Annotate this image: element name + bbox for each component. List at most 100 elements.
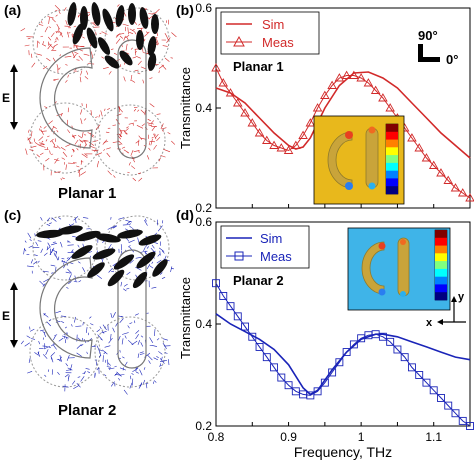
- field-vector: [61, 258, 65, 260]
- xtick-label-d-2: 1: [358, 430, 365, 444]
- point-d-29: [422, 378, 431, 387]
- field-vector: [89, 316, 92, 319]
- dipole-ellipse: [113, 254, 135, 270]
- dipole-ellipse: [136, 30, 144, 50]
- field-vector: [71, 324, 73, 327]
- field-vector: [113, 225, 117, 229]
- field-vector: [94, 149, 96, 152]
- field-vector: [110, 48, 114, 50]
- field-vector: [159, 250, 161, 256]
- field-vector: [163, 149, 171, 153]
- colorbar-segment: [386, 170, 398, 179]
- field-vector: [170, 267, 174, 270]
- field-vector: [85, 368, 90, 370]
- field-vector: [78, 280, 82, 283]
- colorbar-segment: [435, 276, 447, 285]
- field-vector: [151, 286, 157, 289]
- field-vector: [42, 331, 46, 334]
- ytick-label-d-1: 0.4: [195, 317, 212, 331]
- field-vector: [73, 53, 77, 59]
- field-vector: [67, 367, 73, 371]
- field-vector: [54, 4, 61, 11]
- field-vector: [100, 350, 103, 352]
- point-b-16: [327, 80, 337, 89]
- point-b-0: [211, 63, 221, 72]
- point-d-7: [262, 353, 271, 362]
- field-vector: [61, 320, 65, 324]
- field-vector: [96, 345, 100, 351]
- field-vector: [36, 53, 42, 56]
- field-vector: [62, 335, 69, 339]
- field-vector: [48, 26, 52, 28]
- field-vector: [132, 177, 137, 182]
- field-vector: [74, 139, 79, 145]
- series-d: [212, 279, 474, 430]
- field-vector: [109, 367, 115, 370]
- field-vector: [111, 271, 115, 273]
- field-vector: [115, 32, 121, 38]
- field-vector: [27, 137, 31, 144]
- dipole-ellipse: [87, 262, 105, 278]
- field-vector: [55, 255, 59, 261]
- field-vector: [47, 135, 50, 138]
- field-vector: [38, 24, 44, 26]
- field-vector: [53, 146, 58, 148]
- field-vector: [99, 32, 102, 35]
- field-vector: [110, 381, 115, 387]
- field-vector: [128, 122, 134, 125]
- point-b-10: [283, 145, 294, 154]
- field-vector: [97, 334, 103, 340]
- field-vector: [72, 135, 77, 137]
- point-d-10: [284, 381, 293, 390]
- colorbar-segment: [435, 237, 447, 246]
- ylabel-d: Transmittance: [178, 277, 193, 359]
- field-vector: [161, 129, 164, 132]
- field-vector: [81, 337, 84, 341]
- field-vector: [40, 248, 43, 254]
- field-vector: [31, 131, 33, 137]
- field-vector: [55, 37, 57, 41]
- panel-d: (d) Transmittance 0.2 0.4 0.6 0.8 0.9 1 1.1 Si…: [176, 207, 474, 460]
- field-vector: [56, 113, 64, 117]
- field-vector: [161, 276, 166, 279]
- legend-d-sim: Sim: [260, 231, 282, 246]
- field-vector: [153, 380, 157, 383]
- field-vector: [67, 129, 71, 134]
- field-vector: [74, 316, 76, 323]
- field-vector: [139, 369, 143, 376]
- field-vector: [131, 80, 136, 83]
- field-vector: [47, 16, 54, 19]
- field-vector: [76, 352, 82, 357]
- dipole-ellipse: [67, 2, 77, 26]
- field-vector: [117, 4, 120, 7]
- colorbar-segment: [386, 124, 398, 133]
- field-vector: [49, 150, 51, 155]
- field-vector: [142, 79, 145, 84]
- field-vector: [161, 250, 165, 254]
- field-vector: [95, 152, 103, 156]
- point-b-18: [341, 70, 352, 79]
- point-d-30: [429, 386, 438, 395]
- field-vector: [54, 40, 57, 43]
- field-vector: [24, 240, 27, 243]
- point-b-4: [240, 108, 250, 117]
- field-vector: [51, 140, 55, 145]
- field-vector: [52, 241, 56, 243]
- field-vector: [147, 122, 152, 125]
- field-vector: [97, 275, 102, 280]
- field-vector: [147, 118, 151, 122]
- field-vector: [71, 148, 75, 152]
- field-vector: [37, 351, 41, 357]
- field-vector: [60, 241, 63, 248]
- field-vector: [43, 126, 47, 129]
- point-d-5: [248, 332, 257, 341]
- field-vector: [37, 41, 41, 44]
- field-vector: [148, 16, 153, 20]
- point-d-3: [233, 312, 242, 321]
- point-d-34: [458, 416, 467, 425]
- field-vector: [45, 158, 50, 162]
- panel-a-letter: (a): [4, 2, 21, 18]
- field-vector: [154, 133, 156, 136]
- field-vector: [80, 376, 85, 382]
- field-vector: [146, 246, 150, 249]
